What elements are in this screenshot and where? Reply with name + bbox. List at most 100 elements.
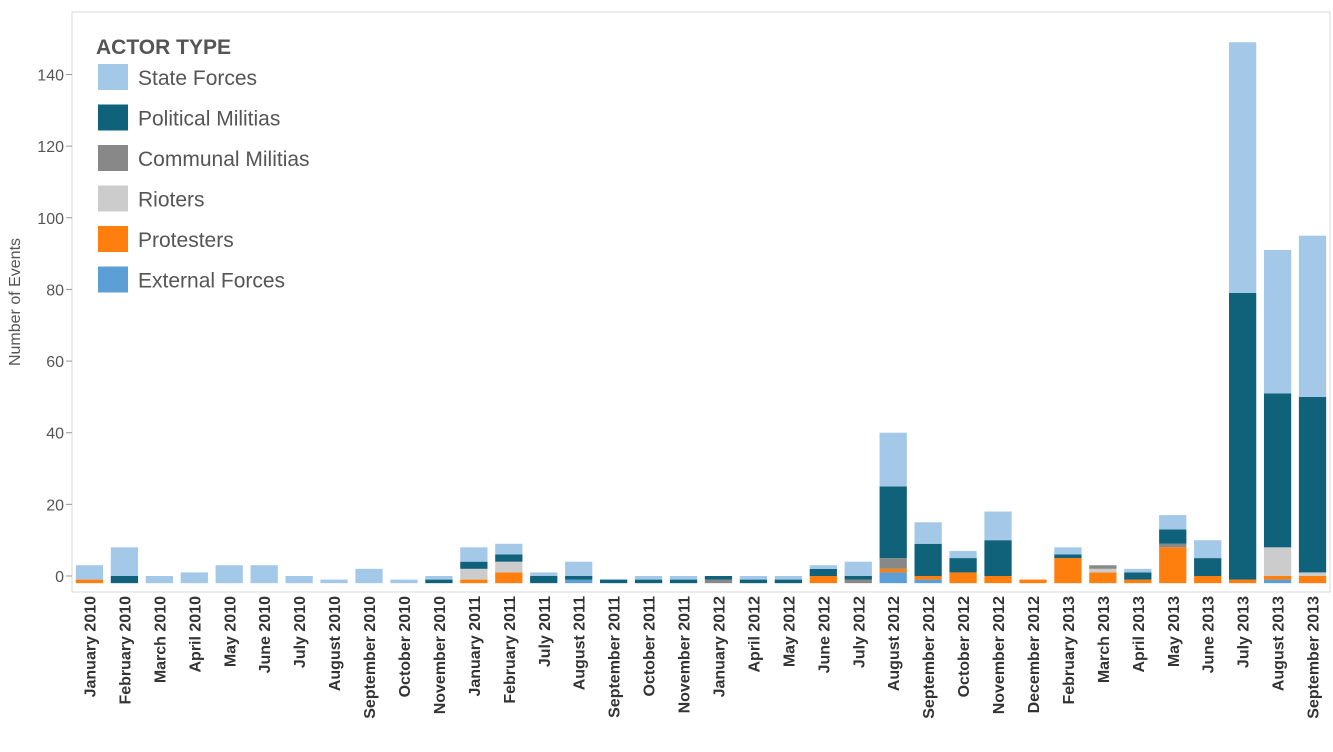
bar-segment[interactable] xyxy=(1263,250,1292,394)
bar-segment[interactable] xyxy=(1298,576,1327,584)
bar-segment[interactable] xyxy=(1089,572,1117,584)
bar-segment[interactable] xyxy=(320,579,348,584)
bar-segment[interactable] xyxy=(809,568,837,576)
bar-segment[interactable] xyxy=(1124,572,1152,580)
x-tick-label: December 2012 xyxy=(1026,596,1043,714)
bar-segment[interactable] xyxy=(1194,540,1222,559)
x-tick-label: March 2010 xyxy=(152,596,169,683)
x-tick-label: May 2010 xyxy=(222,596,239,667)
bar-segment[interactable] xyxy=(1019,579,1047,584)
bar-segment[interactable] xyxy=(949,572,977,584)
bar-segment[interactable] xyxy=(879,432,907,487)
bar-segment[interactable] xyxy=(565,561,593,576)
bar-segment[interactable] xyxy=(879,558,907,569)
bar-segment[interactable] xyxy=(844,576,872,580)
bar-segment[interactable] xyxy=(1194,576,1222,584)
bar-segment[interactable] xyxy=(879,568,907,573)
bar-segment[interactable] xyxy=(390,579,418,584)
bar-segment[interactable] xyxy=(75,579,104,584)
bar-segment[interactable] xyxy=(1159,543,1187,548)
bar-segment[interactable] xyxy=(1263,393,1292,548)
legend-label: Protesters xyxy=(138,229,234,252)
bar-segment[interactable] xyxy=(250,565,278,584)
bar-segment[interactable] xyxy=(145,576,173,584)
bar-segment[interactable] xyxy=(1054,547,1082,555)
bar-segment[interactable] xyxy=(1263,579,1292,584)
bar-segment[interactable] xyxy=(495,572,523,584)
y-tick-label: 80 xyxy=(46,282,64,299)
bar-segment[interactable] xyxy=(984,576,1012,584)
bar-segment[interactable] xyxy=(110,547,139,576)
bar-segment[interactable] xyxy=(1159,529,1187,544)
x-axis-labels: January 2010 February 2010 March 2010 April… xyxy=(82,596,1322,719)
bar-segment[interactable] xyxy=(949,550,977,559)
bar-segment[interactable] xyxy=(180,572,208,584)
bar-segment[interactable] xyxy=(914,522,942,544)
bar-segment[interactable] xyxy=(600,579,628,584)
bar-segment[interactable] xyxy=(215,565,243,584)
y-axis-label: Number of Events xyxy=(7,238,24,366)
bar-segment[interactable] xyxy=(565,579,593,584)
bar-segment[interactable] xyxy=(1298,572,1327,576)
bar-segment[interactable] xyxy=(110,576,139,584)
bar-segment[interactable] xyxy=(914,543,942,576)
bar-segment[interactable] xyxy=(704,579,733,584)
bar-segment[interactable] xyxy=(1229,579,1257,584)
bar-segment[interactable] xyxy=(460,568,488,580)
bar-segment[interactable] xyxy=(914,579,942,584)
bar-segment[interactable] xyxy=(425,576,453,580)
bar-segment[interactable] xyxy=(774,576,802,580)
bar-segment[interactable] xyxy=(1054,554,1082,559)
bar-segment[interactable] xyxy=(1229,42,1257,293)
bar-segment[interactable] xyxy=(809,565,837,569)
bar-segment[interactable] xyxy=(1124,579,1152,584)
bar-segment[interactable] xyxy=(355,568,383,584)
bar-segment[interactable] xyxy=(879,486,907,559)
bar-segment[interactable] xyxy=(844,579,872,584)
bar-segment[interactable] xyxy=(984,540,1012,576)
x-tick-label: May 2012 xyxy=(781,596,798,667)
bar-segment[interactable] xyxy=(879,572,907,584)
bar-segment[interactable] xyxy=(634,576,663,580)
bar-segment[interactable] xyxy=(565,576,593,580)
x-tick-label: April 2012 xyxy=(746,596,763,673)
bar-segment[interactable] xyxy=(669,579,698,584)
bar-segment[interactable] xyxy=(984,511,1012,541)
bar-segment[interactable] xyxy=(1089,568,1117,573)
bar-segment[interactable] xyxy=(495,554,523,562)
bar-segment[interactable] xyxy=(460,547,488,562)
bar-segment[interactable] xyxy=(285,576,313,584)
bar-segment[interactable] xyxy=(425,579,453,584)
bar-segment[interactable] xyxy=(914,576,942,580)
bar-segment[interactable] xyxy=(75,565,104,580)
bar-segment[interactable] xyxy=(1159,547,1187,584)
bar-segment[interactable] xyxy=(495,561,523,573)
bar-segment[interactable] xyxy=(460,579,488,584)
bar-segment[interactable] xyxy=(1054,558,1082,584)
bar-segment[interactable] xyxy=(634,579,663,584)
bar-segment[interactable] xyxy=(1124,568,1152,573)
bar-segment[interactable] xyxy=(949,558,977,573)
y-tick-label: 0 xyxy=(55,569,64,586)
bar-segment[interactable] xyxy=(774,579,802,584)
bar-segment[interactable] xyxy=(460,561,488,569)
bar-segment[interactable] xyxy=(669,576,698,580)
bar-segment[interactable] xyxy=(809,576,837,584)
bar-segment[interactable] xyxy=(530,576,558,584)
bar-segment[interactable] xyxy=(530,572,558,576)
bar-segment[interactable] xyxy=(1298,396,1327,573)
bar-segment[interactable] xyxy=(844,561,872,576)
bar-segment[interactable] xyxy=(1229,293,1257,580)
bar-segment[interactable] xyxy=(1159,515,1187,530)
bar-segment[interactable] xyxy=(1089,565,1117,569)
bar-segment[interactable] xyxy=(739,576,768,580)
legend-label: Rioters xyxy=(138,189,205,212)
bar-segment[interactable] xyxy=(704,576,733,580)
bar-segment[interactable] xyxy=(739,579,768,584)
bar-segment[interactable] xyxy=(1298,235,1327,397)
bar-segment[interactable] xyxy=(1263,547,1292,576)
x-tick-label: July 2012 xyxy=(851,596,868,668)
bar-segment[interactable] xyxy=(1263,576,1292,580)
bar-segment[interactable] xyxy=(495,543,523,555)
bar-segment[interactable] xyxy=(1194,558,1222,576)
